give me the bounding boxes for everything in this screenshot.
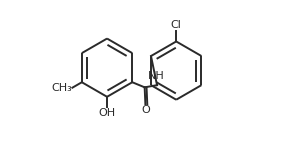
- Text: O: O: [142, 105, 151, 115]
- Text: Cl: Cl: [171, 20, 182, 30]
- Text: CH₃: CH₃: [51, 83, 72, 93]
- Text: NH: NH: [148, 71, 165, 81]
- Text: OH: OH: [99, 108, 116, 118]
